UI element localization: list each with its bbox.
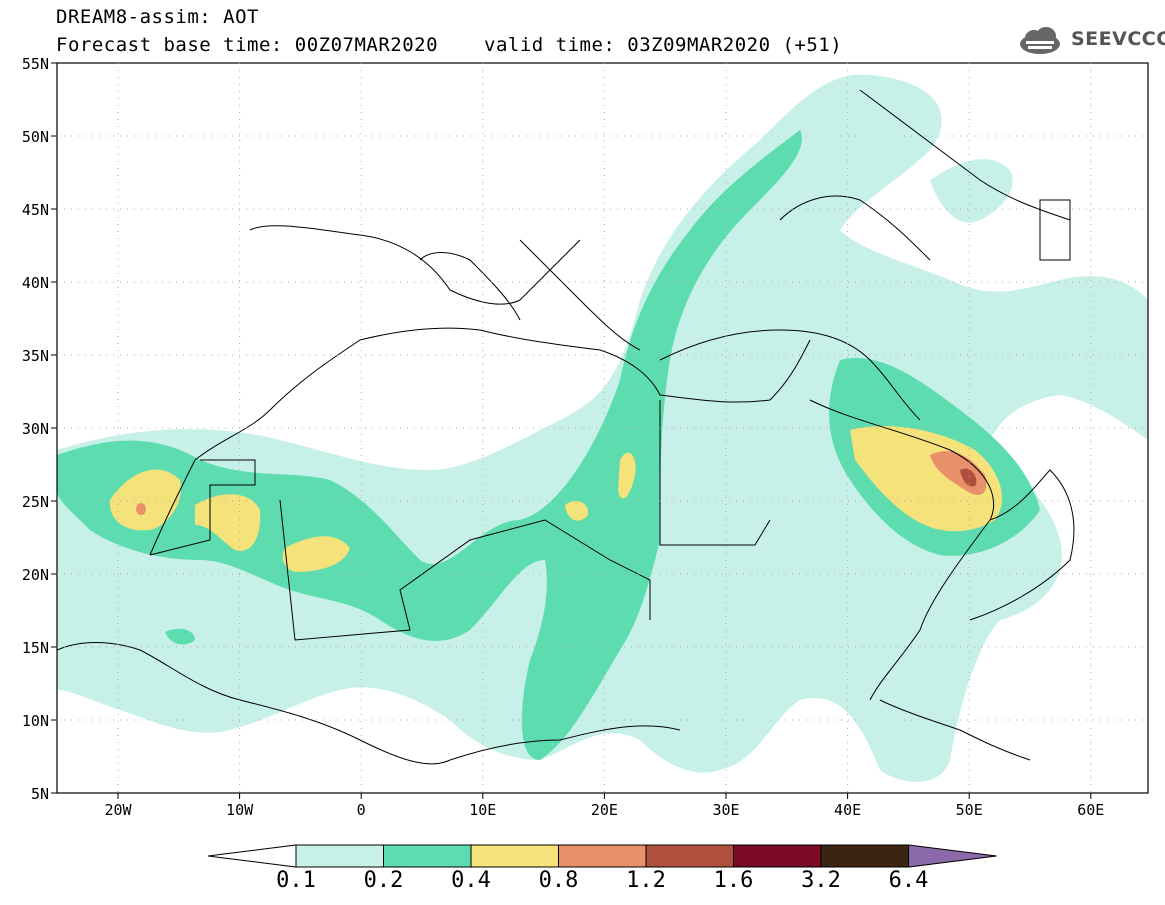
lat-label: 15N [22,639,49,657]
coastlines [57,89,1075,765]
aot-level-0.4 [109,426,1003,572]
colorbar-label: 0.8 [538,868,579,893]
colorbar-swatch [558,844,647,868]
lat-label: 35N [22,347,49,365]
colorbar-low-arrow [207,844,297,868]
lat-label: 45N [22,201,49,219]
colorbar-label: 0.1 [276,868,316,893]
aot-field [57,74,1148,782]
lon-label: 20E [591,801,618,819]
colorbar-swatch [295,844,384,868]
colorbar-label: 1.6 [713,868,754,893]
colorbar-swatch [733,844,822,868]
lon-label: 30E [712,801,739,819]
lon-label: 40E [834,801,861,819]
colorbar-label: 3.2 [801,868,841,893]
colorbar-label: 1.2 [626,868,666,893]
aot-level-1.2 [960,468,977,487]
seevccc-logo: SEEVCCC [1018,26,1165,56]
lat-label: 5N [31,785,49,803]
lon-label: 50E [956,801,983,819]
valid-time: valid time: 03Z09MAR2020 (+51) [484,34,843,56]
lat-label: 20N [22,566,49,584]
colorbar-swatch [383,844,472,868]
graticule [57,63,1148,793]
lat-label: 25N [22,493,49,511]
colorbar-high-arrow [908,844,997,868]
lon-label: 10W [226,801,254,819]
lat-labels: 55N 50N 45N 40N 35N 30N 25N 20N 15N 10N 5N [22,55,57,803]
lon-label: 60E [1077,801,1104,819]
lat-label: 40N [22,274,49,292]
lon-label: 0 [357,801,366,819]
colorbar-label: 6.4 [888,868,929,893]
lat-label: 50N [22,128,49,146]
colorbar-label: 0.2 [363,868,404,893]
lon-label: 10E [469,801,496,819]
map-title: DREAM8-assim: AOT [56,6,259,28]
colorbar [207,844,997,868]
lat-label: 55N [22,55,49,73]
logo-text: SEEVCCC [1071,28,1165,50]
lat-label: 10N [22,712,49,730]
colorbar-swatch [820,844,909,868]
lon-label: 20W [104,801,132,819]
colorbar-label: 0.4 [451,868,491,893]
colorbar-swatch [645,844,734,868]
lon-labels: 20W 10W 0 10E 20E 30E 40E 50E 60E [104,793,1104,819]
colorbar-swatch [470,844,559,868]
forecast-base-time: Forecast base time: 00Z07MAR2020 [56,34,439,56]
lat-label: 30N [22,420,49,438]
cloud-icon [1020,27,1060,54]
